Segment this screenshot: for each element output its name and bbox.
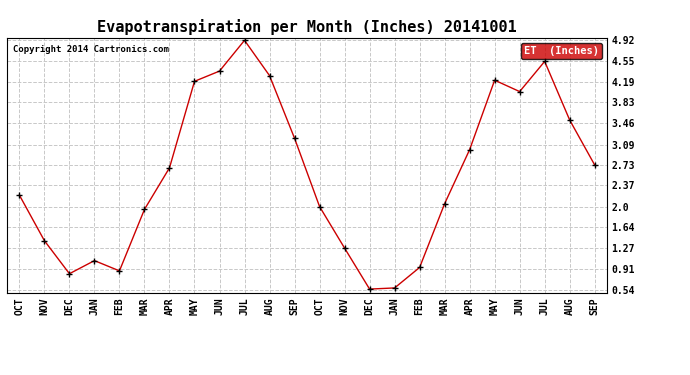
Point: [189, 78, 200, 84]
Point: [389, 285, 400, 291]
Point: [39, 238, 50, 244]
Point: [164, 165, 175, 171]
Point: [264, 73, 275, 79]
Point: [439, 201, 450, 207]
Point: [514, 88, 525, 94]
Point: [339, 245, 350, 251]
Point: [414, 264, 425, 270]
Point: [364, 286, 375, 292]
Point: [589, 162, 600, 168]
Point: [114, 268, 125, 274]
Point: [539, 58, 550, 64]
Point: [289, 135, 300, 141]
Point: [564, 117, 575, 123]
Title: Evapotranspiration per Month (Inches) 20141001: Evapotranspiration per Month (Inches) 20…: [97, 19, 517, 35]
Point: [464, 147, 475, 153]
Point: [489, 77, 500, 83]
Text: Copyright 2014 Cartronics.com: Copyright 2014 Cartronics.com: [13, 45, 169, 54]
Point: [64, 271, 75, 277]
Point: [314, 204, 325, 210]
Point: [239, 38, 250, 44]
Point: [214, 68, 225, 74]
Point: [89, 258, 100, 264]
Point: [14, 192, 25, 198]
Point: [139, 206, 150, 212]
Legend: ET  (Inches): ET (Inches): [521, 43, 602, 59]
